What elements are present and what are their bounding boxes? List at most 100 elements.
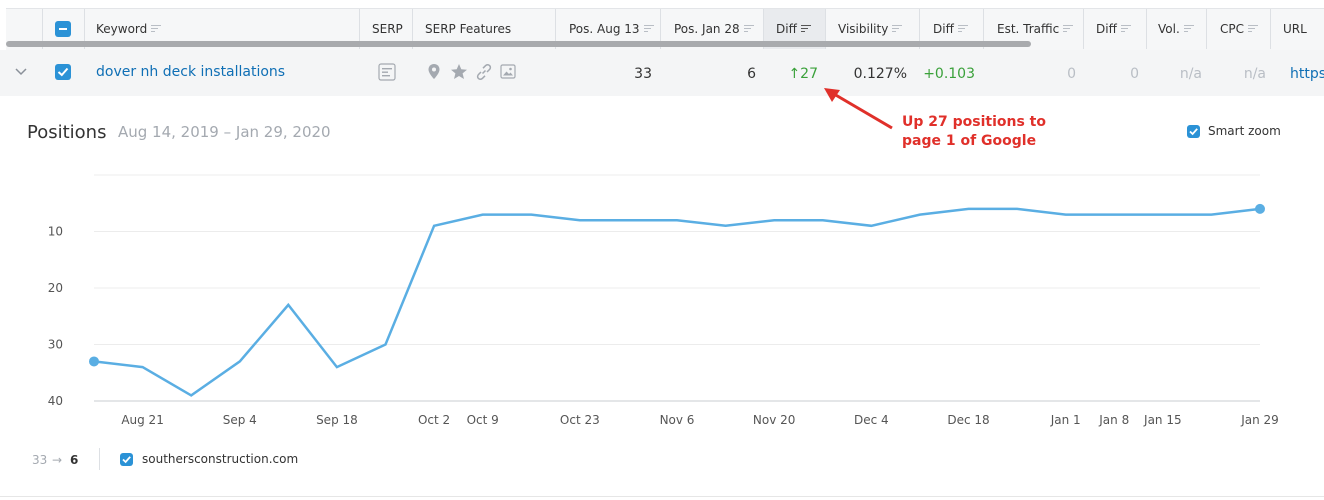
chart-date-range[interactable]: Aug 14, 2019 – Jan 29, 2020 [118, 123, 331, 141]
header-separator [983, 9, 984, 49]
header-visibility[interactable]: Visibility [838, 9, 903, 49]
x-tick-label: Jan 29 [1240, 413, 1279, 427]
legend-arrow: → [52, 453, 63, 467]
header-serp[interactable]: SERP [372, 22, 403, 36]
header-separator [825, 9, 826, 49]
bottom-divider [0, 496, 1324, 497]
sort-icon [743, 24, 754, 33]
chart-grid [94, 174, 1260, 402]
legend-from-value: 33 [32, 453, 48, 467]
map-pin-icon [428, 64, 440, 79]
sort-icon [1063, 24, 1074, 33]
check-icon [122, 456, 131, 464]
sort-icon [957, 24, 968, 33]
header-separator [1270, 9, 1271, 49]
legend-separator [99, 448, 100, 470]
sort-icon [151, 24, 162, 33]
annotation-line-1: Up 27 positions to [902, 114, 1046, 130]
select-all-checkbox[interactable] [55, 21, 71, 37]
legend-to-value: 6 [70, 453, 79, 467]
sort-icon [800, 24, 811, 33]
annotation-text: Up 27 positions to page 1 of Google [902, 113, 1046, 151]
y-tick-label: 10 [48, 225, 63, 239]
header-pos-aug13[interactable]: Pos. Aug 13 [569, 9, 654, 49]
header-separator [763, 9, 764, 49]
header-serp-features[interactable]: SERP Features [425, 22, 512, 36]
cpc-value: n/a [1243, 66, 1266, 82]
header-separator [1206, 9, 1207, 49]
minus-icon [59, 28, 67, 30]
x-tick-label: Nov 6 [660, 413, 695, 427]
header-separator [555, 9, 556, 49]
x-tick-label: Jan 1 [1050, 413, 1081, 427]
x-tick-label: Oct 23 [560, 413, 600, 427]
y-tick-label: 30 [48, 338, 63, 352]
sort-icon [1183, 24, 1194, 33]
image-icon [500, 64, 516, 79]
header-pos-jan28[interactable]: Pos. Jan 28 [674, 9, 754, 49]
header-separator [919, 9, 920, 49]
smart-zoom-checkbox[interactable] [1187, 125, 1200, 138]
header-separator [660, 9, 661, 49]
header-vol[interactable]: Vol. [1158, 9, 1194, 49]
y-axis: 10 20 30 40 [48, 225, 63, 409]
legend-domain[interactable]: southersconstruction.com [142, 452, 299, 466]
serp-snapshot-icon[interactable] [378, 63, 396, 81]
y-tick-label: 20 [48, 281, 63, 295]
header-separator [359, 9, 360, 49]
header-url[interactable]: URL [1283, 22, 1307, 36]
smart-zoom-label[interactable]: Smart zoom [1208, 124, 1281, 138]
header-separator [1083, 9, 1084, 49]
x-axis: Aug 21 Sep 4 Sep 18 Oct 2 Oct 9 Oct 23 Nov 6 No… [121, 413, 1278, 427]
series-checkbox[interactable] [120, 453, 133, 466]
keyword-link[interactable]: dover nh deck installations [96, 64, 286, 80]
header-keyword[interactable]: Keyword [96, 9, 162, 49]
table-row[interactable]: dover nh deck installations 33 6 ↑27 0.1… [0, 50, 1324, 96]
header-est-traffic[interactable]: Est. Traffic [997, 9, 1074, 49]
x-tick-label: Nov 20 [753, 413, 796, 427]
header-separator [84, 9, 85, 49]
sort-icon [643, 24, 654, 33]
sort-icon [892, 24, 903, 33]
header-separator [42, 9, 43, 49]
sort-icon [1248, 24, 1258, 33]
chart-title: Positions [27, 122, 107, 143]
table-header: Keyword SERP SERP Features Pos. Aug 13 P… [6, 8, 1324, 51]
header-visibility-diff[interactable]: Diff [933, 9, 968, 49]
annotation-arrow [824, 88, 893, 130]
star-icon [451, 64, 467, 79]
header-separator [412, 9, 413, 49]
diff-value: ↑27 [788, 66, 818, 82]
x-tick-label: Dec 18 [947, 413, 989, 427]
x-tick-label: Jan 8 [1098, 413, 1129, 427]
x-tick-label: Dec 4 [854, 413, 889, 427]
x-tick-label: Oct 2 [418, 413, 450, 427]
horizontal-scrollbar[interactable] [6, 41, 1031, 47]
row-checkbox[interactable] [55, 64, 71, 80]
x-tick-label: Sep 18 [316, 413, 358, 427]
visibility-diff-value: +0.103 [923, 66, 975, 82]
annotation-line-2: page 1 of Google [902, 133, 1037, 149]
traffic-diff-value: 0 [1130, 66, 1139, 82]
series-points [89, 203, 1265, 367]
x-tick-label: Sep 4 [223, 413, 257, 427]
header-traffic-diff[interactable]: Diff [1096, 9, 1131, 49]
series-endpoint [89, 356, 99, 367]
x-tick-label: Aug 21 [121, 413, 164, 427]
x-tick-label: Oct 9 [467, 413, 499, 427]
y-tick-label: 40 [48, 394, 63, 408]
link-icon [476, 64, 492, 80]
pos-aug13-value: 33 [634, 66, 652, 82]
header-cpc[interactable]: CPC [1220, 9, 1258, 49]
vol-value: n/a [1179, 66, 1202, 82]
series-line [93, 207, 1261, 397]
est-traffic-value: 0 [1067, 66, 1076, 82]
chevron-down-icon[interactable] [15, 68, 27, 76]
check-icon [57, 67, 69, 77]
visibility-value: 0.127% [853, 66, 907, 82]
sort-icon [1120, 24, 1131, 33]
pos-jan28-value: 6 [747, 66, 756, 82]
url-link[interactable]: https [1290, 66, 1324, 82]
header-separator [1146, 9, 1147, 49]
